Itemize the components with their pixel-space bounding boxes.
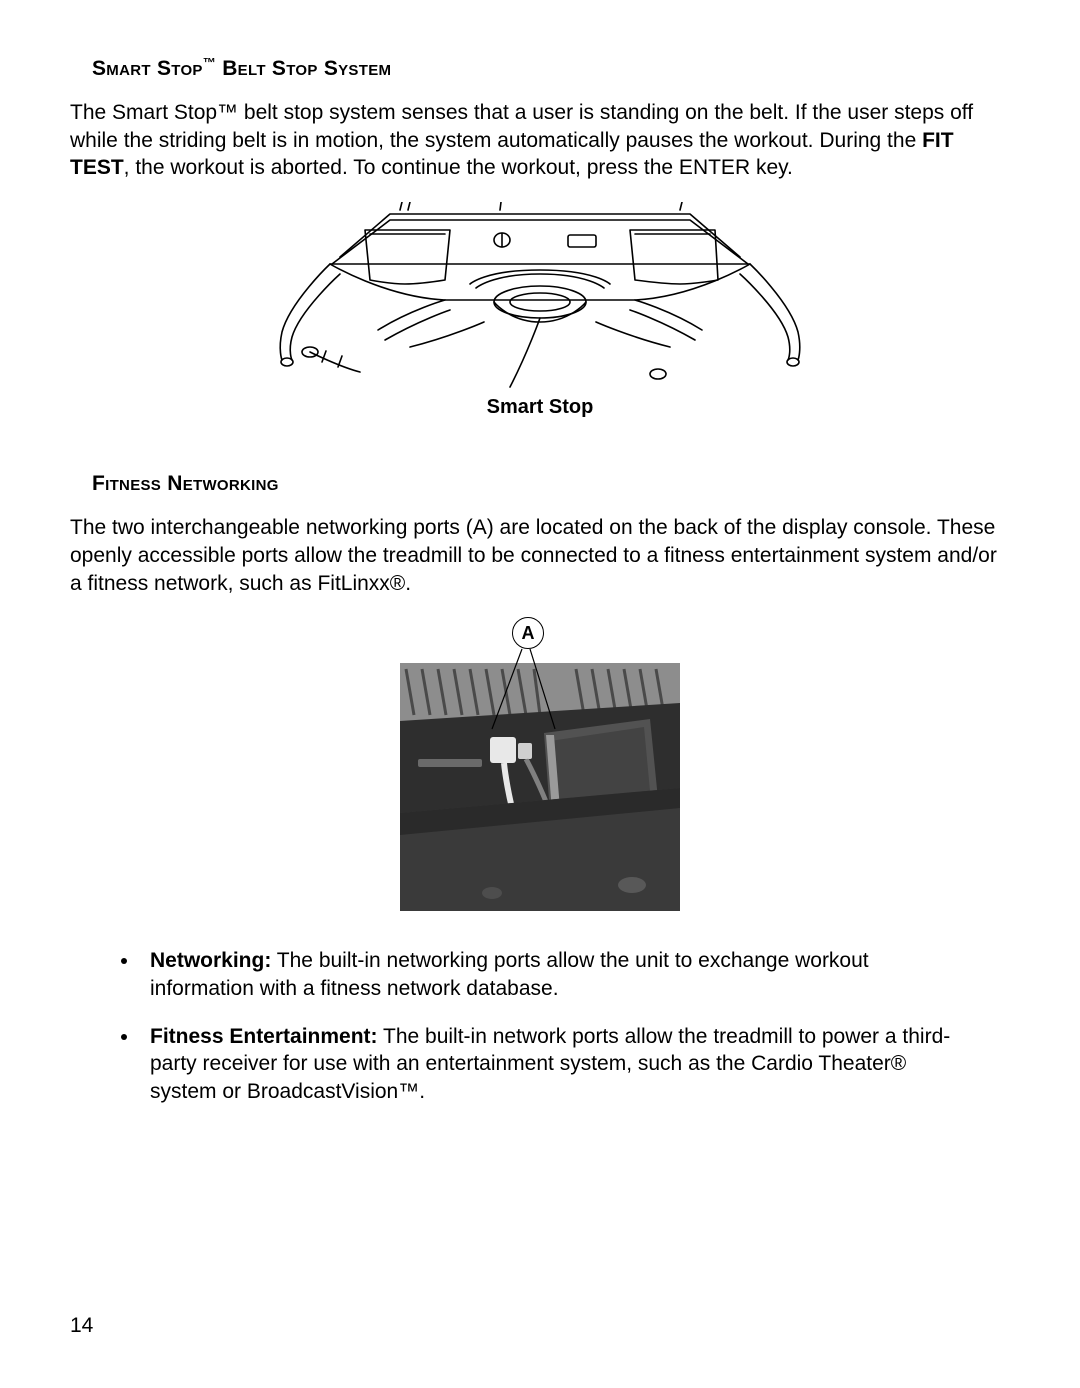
- bullet2-label: Fitness Entertainment:: [150, 1025, 378, 1048]
- callout-a: A: [512, 617, 544, 649]
- photo-svg: [400, 663, 680, 911]
- heading-text-suffix: Belt Stop System: [216, 57, 391, 80]
- manual-page: Smart Stop™ Belt Stop System The Smart S…: [0, 0, 1080, 1388]
- bullet1-label: Networking:: [150, 949, 271, 972]
- paragraph-smart-stop: The Smart Stop™ belt stop system senses …: [70, 99, 1010, 182]
- figure-ports-photo: A: [400, 617, 680, 917]
- heading-fitness-networking: Fitness Networking: [92, 472, 1010, 496]
- figure2-wrap: A: [70, 617, 1010, 917]
- figure1-caption: Smart Stop: [270, 396, 810, 419]
- figure1-wrap: Smart Stop: [70, 202, 1010, 442]
- bullet-fitness-entertainment: Fitness Entertainment: The built-in netw…: [140, 1023, 1010, 1106]
- bullet-networking: Networking: The built-in networking port…: [140, 947, 1010, 1002]
- page-number: 14: [70, 1314, 93, 1338]
- photo-box: [400, 663, 680, 911]
- console-svg: [270, 202, 810, 402]
- trademark-symbol: ™: [203, 55, 216, 70]
- heading-text-prefix: Smart Stop: [92, 57, 203, 80]
- para1-part-a: The Smart Stop™ belt stop system senses …: [70, 101, 973, 152]
- figure-console-line-art: Smart Stop: [270, 202, 810, 442]
- paragraph-fitness-networking: The two interchangeable networking ports…: [70, 514, 1010, 597]
- para1-part-b: , the workout is aborted. To continue th…: [124, 156, 793, 179]
- bullet-list: Networking: The built-in networking port…: [70, 947, 1010, 1106]
- heading-smart-stop: Smart Stop™ Belt Stop System: [92, 55, 1010, 81]
